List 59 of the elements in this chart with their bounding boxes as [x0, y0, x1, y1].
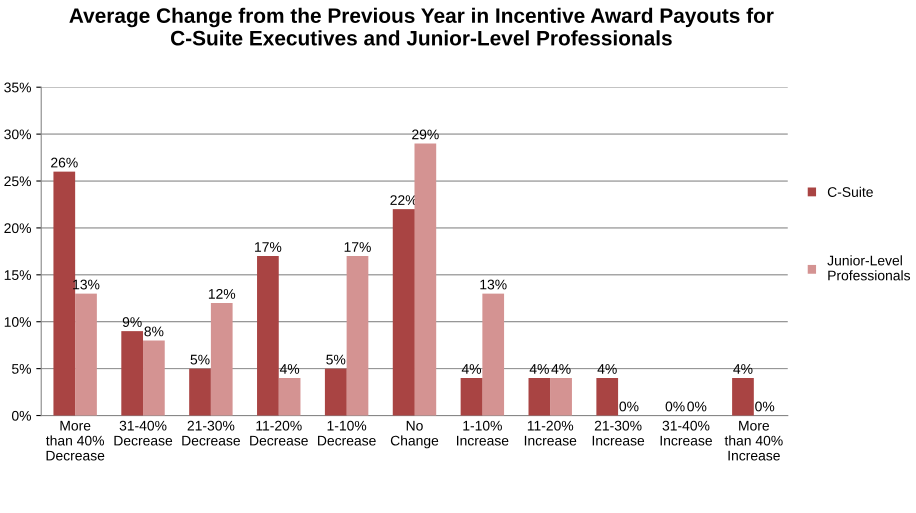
bar — [257, 256, 279, 416]
data-label: 13% — [480, 280, 507, 290]
data-label: 17% — [255, 242, 282, 252]
bar — [278, 378, 300, 416]
y-tick-label: 35% — [4, 82, 32, 92]
legend-label: Junior-Level Professionals — [827, 255, 910, 280]
bar — [121, 331, 144, 416]
bar — [143, 340, 165, 416]
x-tick-label: 1-10% Decrease — [318, 420, 376, 446]
x-tick-label: More than 40% Decrease — [46, 420, 104, 461]
data-label: 5% — [326, 354, 346, 364]
y-tick-label: 10% — [4, 317, 32, 327]
data-label: 4% — [530, 364, 549, 374]
data-label: 0% — [687, 402, 706, 412]
x-tick-label: 21-30% Decrease — [182, 420, 240, 446]
y-tick-label: 30% — [4, 129, 32, 140]
data-label: 17% — [344, 242, 371, 252]
x-tick-label: 11-20% Increase — [524, 420, 576, 446]
data-label: 5% — [190, 354, 210, 364]
legend-label: C-Suite — [828, 186, 873, 197]
data-label: 4% — [551, 364, 571, 374]
bar — [482, 294, 504, 416]
bar — [346, 256, 368, 416]
data-label: 0% — [666, 402, 685, 412]
data-label: 4% — [733, 364, 753, 374]
y-tick-label: 5% — [12, 364, 32, 374]
data-label: 0% — [619, 402, 638, 412]
bar — [414, 143, 436, 416]
bar — [392, 209, 414, 416]
x-tick-label: More than 40% Increase — [724, 420, 783, 461]
bar — [210, 302, 233, 416]
data-label: 9% — [122, 317, 142, 327]
x-tick-label: No Change — [390, 420, 438, 448]
x-tick-label: 1-10% Increase — [457, 420, 508, 446]
x-tick-label: 31-40% Increase — [660, 420, 712, 446]
data-label: 4% — [280, 364, 300, 374]
x-tick-label: 11-20% Decrease — [250, 420, 308, 446]
data-label: 0% — [755, 402, 774, 412]
data-label: 26% — [51, 158, 78, 168]
bar — [596, 378, 618, 416]
data-label: 4% — [462, 364, 482, 374]
y-tick-label: 15% — [4, 270, 32, 280]
data-label: 29% — [412, 130, 439, 140]
bar — [75, 294, 97, 416]
data-label: 4% — [598, 364, 617, 374]
x-tick-label: 21-30% Increase — [592, 420, 644, 446]
bar — [189, 368, 211, 416]
y-tick-label: 25% — [4, 176, 32, 186]
data-label: 8% — [144, 326, 164, 336]
chart-title: Average Change from the Previous Year in Incentive Award Payouts for C-Suite Executives and Junior-Level Professionals — [69, 8, 774, 46]
data-label: 12% — [208, 288, 236, 299]
bar — [324, 368, 347, 416]
y-tick-label: 0% — [12, 410, 32, 421]
x-tick-label: 31-40% Decrease — [114, 420, 172, 446]
bar — [550, 378, 572, 416]
y-tick-label: 20% — [4, 223, 32, 234]
bar — [732, 378, 754, 416]
bar — [528, 378, 550, 416]
bar — [460, 378, 482, 416]
